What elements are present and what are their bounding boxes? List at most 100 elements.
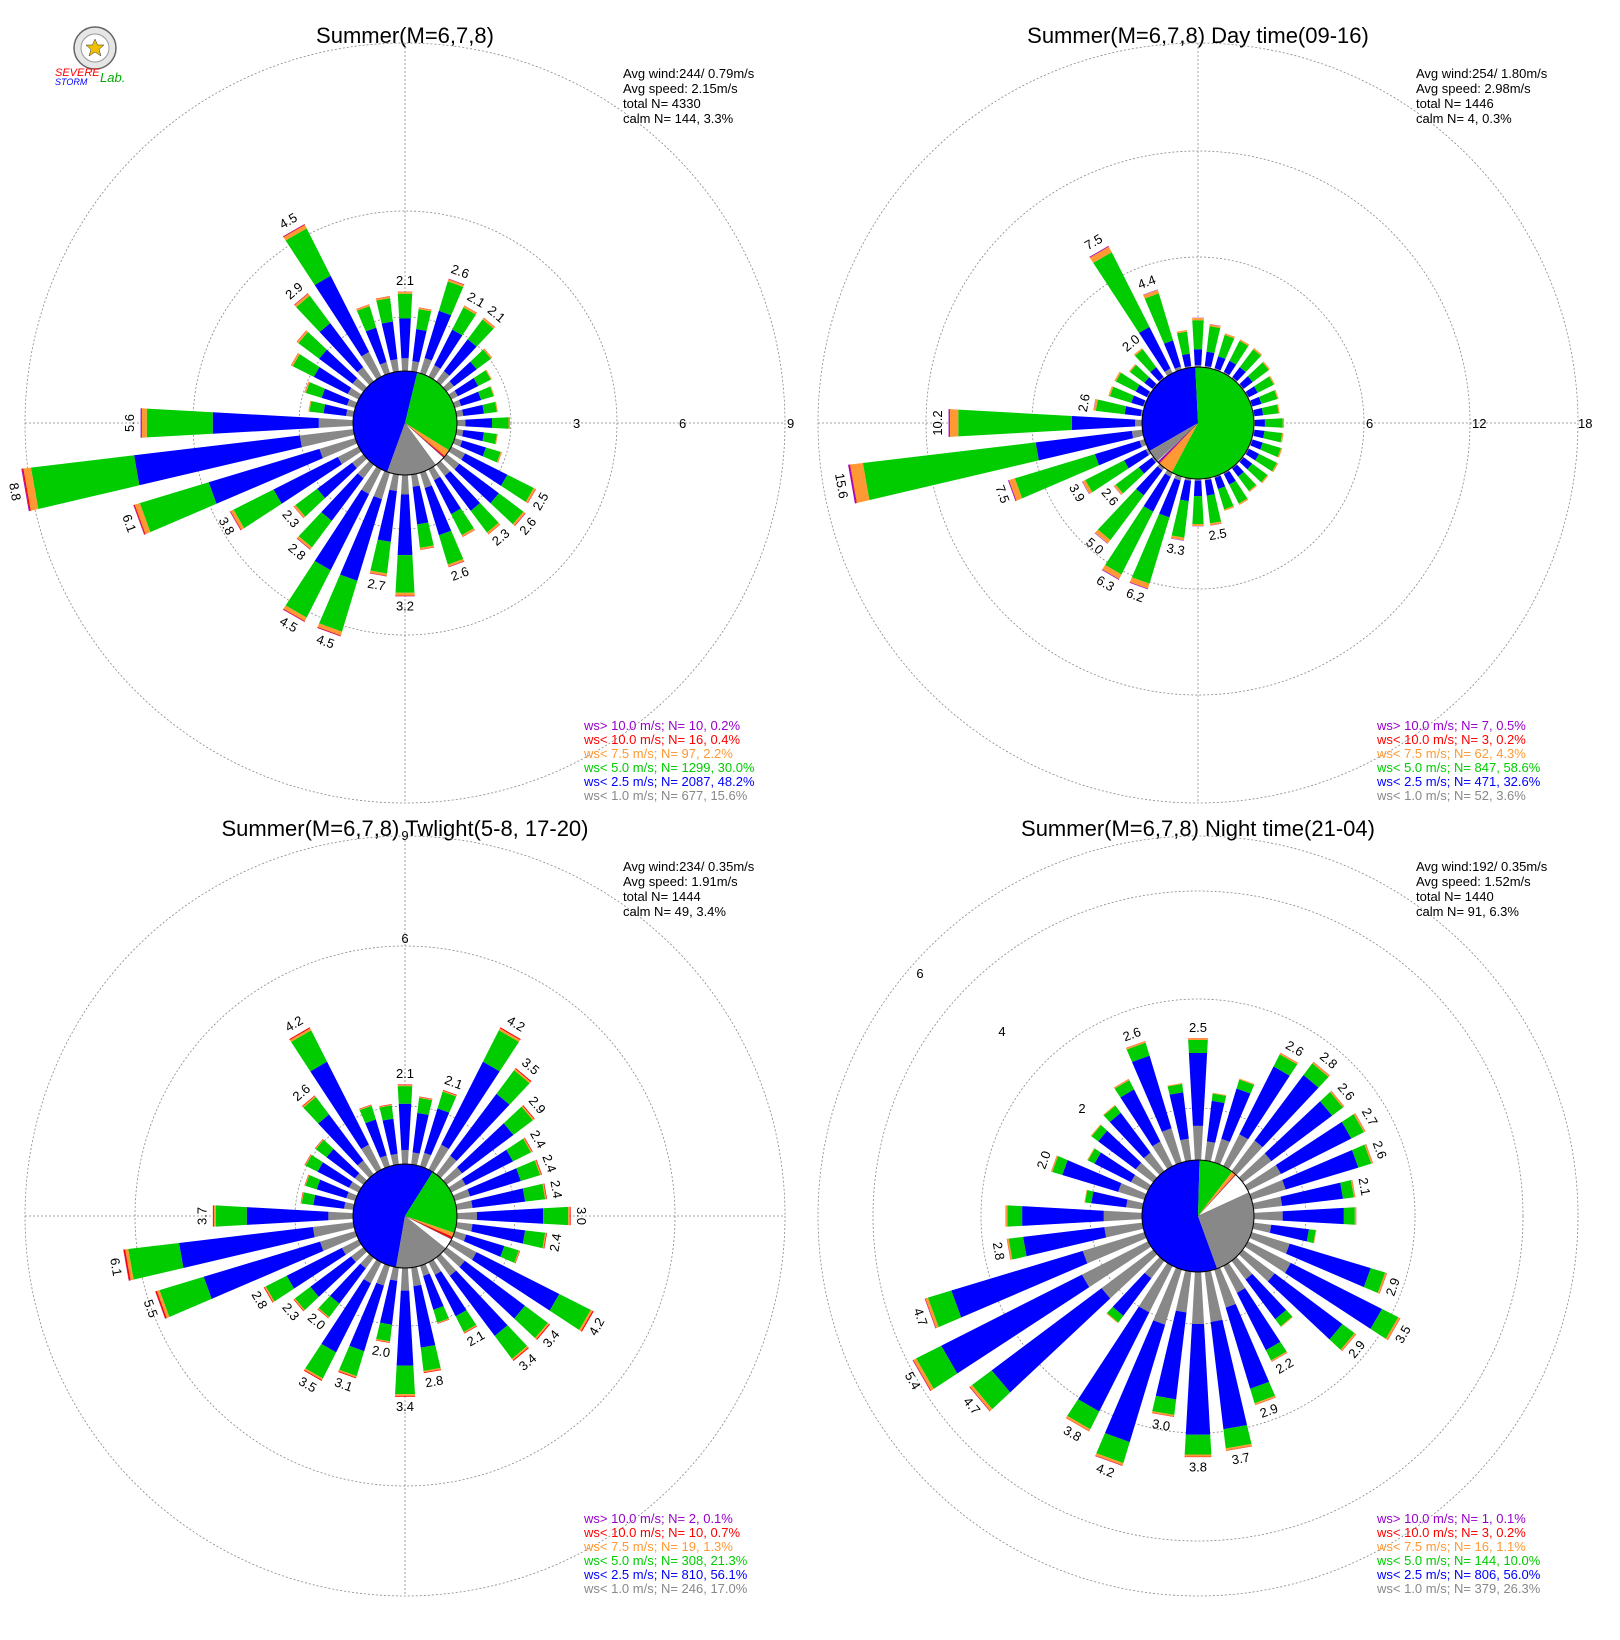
rose-bar-segment-c25 bbox=[1022, 1206, 1104, 1226]
rose-bar-segment-c10 bbox=[536, 1323, 550, 1340]
rose-bar-segment-c50 bbox=[376, 298, 393, 324]
rose-bar-segment-c75 bbox=[1272, 462, 1279, 473]
rose-bar-segment-c75 bbox=[379, 1104, 392, 1108]
rose-bar-segment-c25 bbox=[1204, 351, 1215, 367]
rose-bar-segment-c75 bbox=[495, 401, 498, 413]
rose-bar-segment-c10m bbox=[428, 365, 441, 380]
rose-bar-segment-c10m bbox=[1152, 1141, 1173, 1170]
rose-bar-segment-c10m bbox=[1118, 1183, 1147, 1200]
rose-bar-segment-c50 bbox=[1273, 1054, 1298, 1076]
rose-bar-segment-c50 bbox=[296, 295, 331, 333]
rose-bar-segment-c10m bbox=[1135, 1162, 1158, 1183]
rose-bar-segment-c50 bbox=[1167, 1083, 1184, 1095]
center-pie-slice-c75 bbox=[1198, 1171, 1236, 1216]
rose-bar-segment-c10m bbox=[361, 1144, 382, 1173]
rose-bar-segment-c10 bbox=[448, 561, 465, 568]
center-pie-slice-c10m bbox=[1149, 423, 1198, 462]
rose-bar-segment-c50 bbox=[1115, 372, 1140, 392]
rose-bar-segment-c10m bbox=[1238, 456, 1244, 463]
rose-bar-segment-c75 bbox=[1005, 1205, 1008, 1227]
rose-bar-segment-c75 bbox=[338, 1369, 357, 1378]
stat-total: total N= 1440 bbox=[1416, 889, 1494, 904]
rose-bar-segment-c10 bbox=[535, 1159, 542, 1175]
rose-bar-segment-c75 bbox=[1106, 1312, 1119, 1324]
rose-bar-segment-c25 bbox=[1188, 1052, 1208, 1126]
rose-bar-segment-c25 bbox=[1245, 448, 1260, 461]
rose-bar-label: 10.2 bbox=[930, 410, 945, 435]
rose-bar-segment-c50 bbox=[395, 1365, 415, 1395]
rose-bar-segment-c75 bbox=[1239, 339, 1250, 346]
rose-bar-segment-c50 bbox=[1341, 1114, 1364, 1139]
rose-bar-segment-c25 bbox=[326, 1148, 360, 1179]
center-pie-slice-c50 bbox=[405, 1171, 458, 1233]
rose-bar-segment-c75 bbox=[304, 1368, 323, 1381]
rose-bar-segment-c10m bbox=[436, 460, 451, 476]
rose-bar-segment-c10 bbox=[1008, 480, 1017, 501]
center-pie-slice-c25 bbox=[1142, 1160, 1218, 1272]
stat-avg-speed: Avg speed: 1.91m/s bbox=[623, 874, 738, 889]
center-pie-slice-c10 bbox=[405, 1216, 453, 1239]
rose-bar-segment-c10m bbox=[357, 460, 374, 479]
legend: ws> 10.0 m/s; N= 2, 0.1% ws< 10.0 m/s; N… bbox=[583, 1511, 748, 1596]
rose-bar-segment-c50 bbox=[503, 1106, 533, 1135]
rose-bar-label: 4.2 bbox=[504, 1013, 527, 1035]
rose-bar-segment-c25 bbox=[471, 1188, 526, 1208]
rose-bar-segment-c10m bbox=[357, 1160, 374, 1179]
rose-bar-label: 6.1 bbox=[119, 512, 139, 534]
rose-bar-segment-c25 bbox=[461, 453, 508, 486]
rose-bar-segment-c10p bbox=[1143, 289, 1158, 296]
rose-bar-segment-c75 bbox=[397, 1085, 413, 1087]
rose-bar-label: 3.2 bbox=[396, 599, 414, 614]
center-pie-slice-c25 bbox=[1142, 367, 1198, 451]
rose-bar-segment-c50 bbox=[1254, 376, 1274, 393]
rose-bar-segment-c10m bbox=[1138, 1262, 1173, 1313]
rose-bar-segment-c10m bbox=[452, 1231, 467, 1242]
rose-bar-segment-c75 bbox=[23, 467, 39, 511]
rose-bar-label: 2.9 bbox=[1258, 1401, 1280, 1421]
rose-bar-segment-c50 bbox=[1192, 320, 1204, 350]
rose-bar-label: 4.4 bbox=[1136, 272, 1158, 292]
rose-bar-segment-c75 bbox=[463, 1324, 477, 1334]
rose-bar-label: 3.0 bbox=[1151, 1416, 1171, 1434]
rose-bar-segment-c25 bbox=[449, 1270, 508, 1337]
rose-bar-segment-c50 bbox=[1229, 340, 1249, 365]
legend-ws-lt10: ws< 10.0 m/s; N= 16, 0.4% bbox=[583, 732, 741, 747]
rose-bar-segment-c50 bbox=[1275, 1310, 1293, 1327]
rose-bar-segment-c75 bbox=[447, 558, 465, 567]
rose-bar-segment-c10 bbox=[912, 1359, 932, 1391]
rose-bar-segment-c10m bbox=[390, 359, 399, 373]
rose-bar-segment-c10 bbox=[317, 626, 341, 637]
rose-bar-segment-c75 bbox=[1095, 529, 1111, 544]
rose-bar-segment-c10m bbox=[1131, 429, 1144, 439]
rose-bar-segment-c50 bbox=[301, 1192, 316, 1206]
rose-bar-segment-c75 bbox=[514, 1250, 520, 1264]
stat-calm: calm N= 144, 3.3% bbox=[623, 111, 734, 126]
rose-bar-label: 2.1 bbox=[465, 289, 488, 311]
rose-bar-segment-c10p bbox=[1113, 485, 1122, 496]
rose-bar-segment-c10 bbox=[296, 330, 307, 343]
rose-bar-label: 2.5 bbox=[1207, 525, 1227, 543]
rose-bar-segment-c50 bbox=[1131, 513, 1170, 584]
panel-title: Summer(M=6,7,8) Night time(21-04) bbox=[1021, 816, 1375, 841]
rose-bar-segment-c10m bbox=[428, 1259, 442, 1275]
rose-bar-segment-c10 bbox=[141, 408, 142, 438]
center-pie-slice-c75 bbox=[1159, 423, 1198, 473]
rose-bar-segment-c75 bbox=[359, 1104, 372, 1111]
rose-bar-segment-c50 bbox=[305, 1154, 323, 1172]
rose-bar-segment-c75 bbox=[1006, 1238, 1013, 1260]
rose-bar-segment-c75 bbox=[498, 1028, 521, 1042]
rose-bar-segment-c10 bbox=[375, 1340, 390, 1344]
rose-bars: 2.1 2.62.12.12.52.62.32.63.22.74.54.52.82… bbox=[6, 210, 551, 652]
rose-bar-segment-c25 bbox=[1182, 353, 1192, 368]
rose-bar-label: 4.2 bbox=[1094, 1460, 1116, 1480]
rose-bar-segment-c10p bbox=[123, 1249, 129, 1281]
rose-bar-segment-c50 bbox=[490, 493, 524, 525]
rose-bar-segment-c50 bbox=[1303, 1063, 1329, 1088]
rose-bar-segment-c25 bbox=[1223, 470, 1236, 485]
ring-label-3: 18 bbox=[1578, 416, 1592, 431]
rose-bar-segment-c50 bbox=[501, 474, 534, 502]
rose-bar-segment-c10 bbox=[296, 537, 311, 550]
rose-bar-segment-c10m bbox=[1223, 1134, 1249, 1170]
rose-bar-segment-c10m bbox=[455, 409, 464, 417]
rose-bar-segment-c50 bbox=[309, 401, 326, 414]
